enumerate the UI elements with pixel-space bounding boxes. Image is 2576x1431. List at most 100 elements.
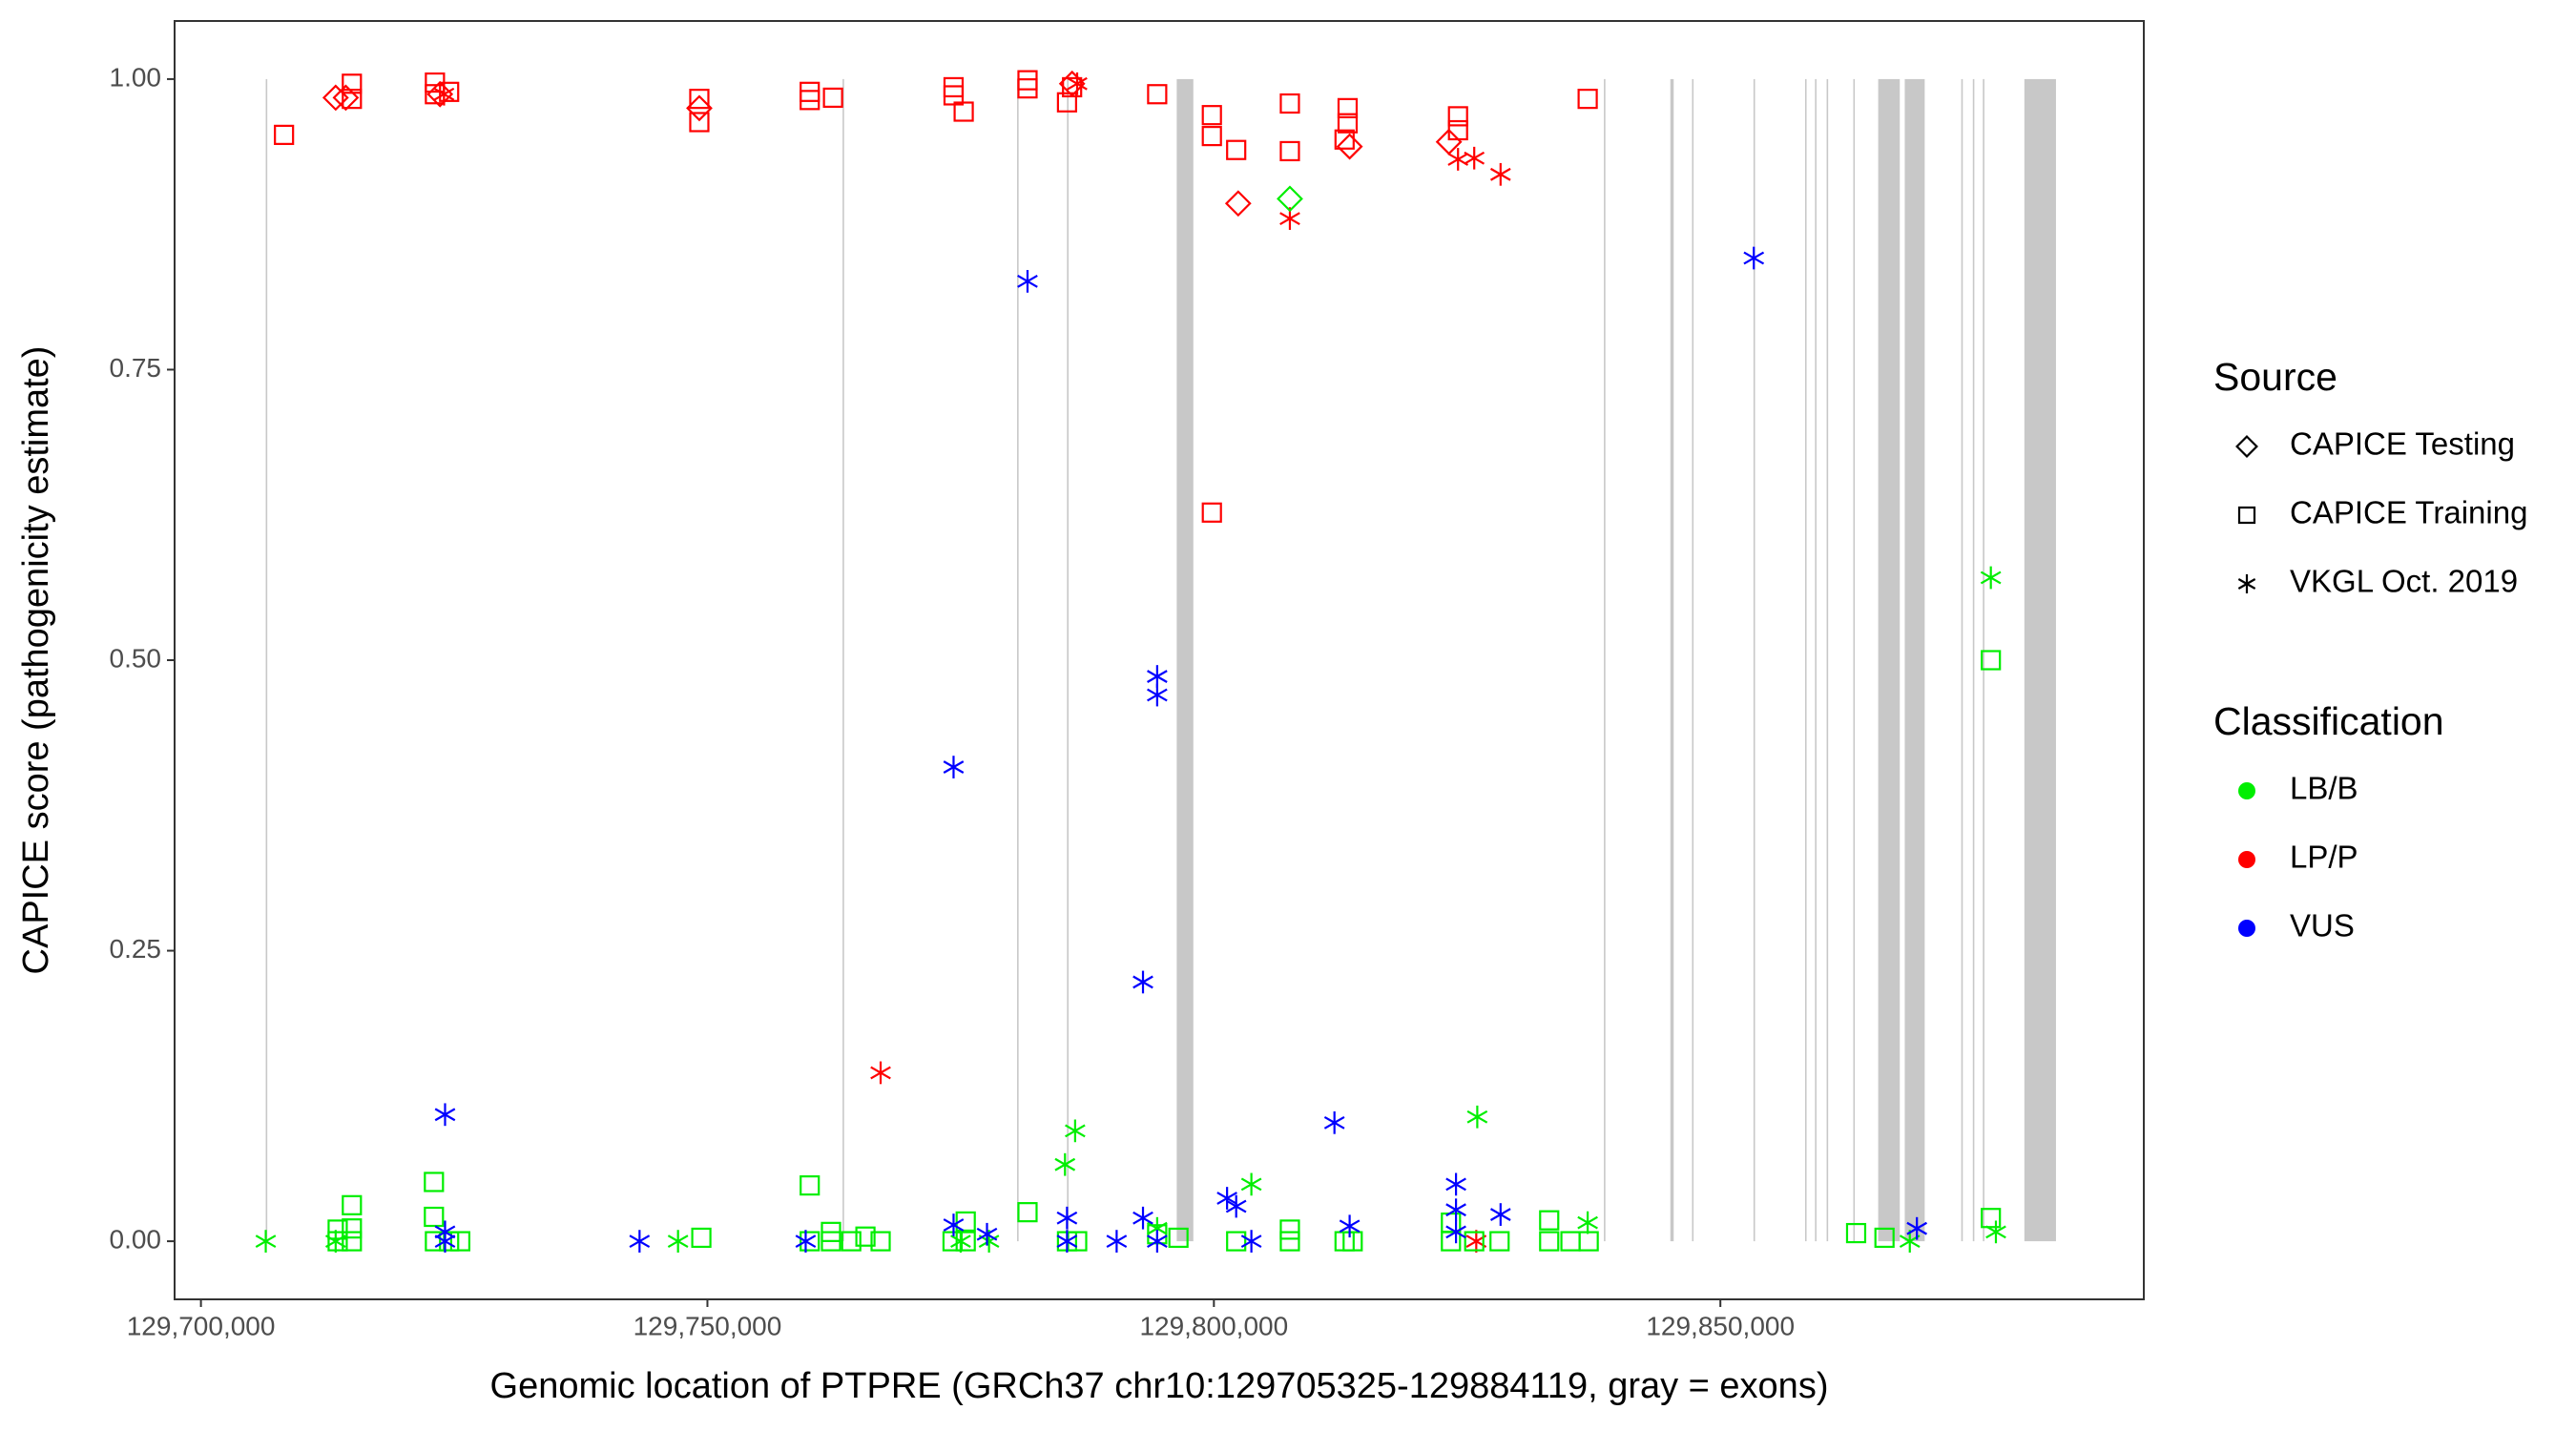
asterisk-marker [1980, 566, 2002, 590]
square-marker [1201, 126, 1222, 147]
asterisk-stroke [1489, 1208, 1511, 1221]
y-tick-label: 0.25 [110, 934, 162, 964]
asterisk-marker [1132, 1206, 1153, 1230]
y-tick-label: 0.75 [110, 353, 162, 383]
square-marker [1874, 1227, 1895, 1249]
asterisk-marker [1466, 1105, 1488, 1129]
legend-title: Classification [2213, 699, 2444, 743]
exon [1983, 78, 1984, 1242]
asterisk-marker [434, 1103, 456, 1127]
legend-title: Source [2213, 355, 2337, 399]
asterisk-marker [1445, 1198, 1466, 1222]
asterisk-marker [1147, 683, 1168, 707]
square-marker [821, 1231, 841, 1252]
asterisk-marker [1339, 1214, 1361, 1238]
asterisk-stroke [1906, 1221, 1928, 1235]
exon [1815, 78, 1817, 1242]
square-marker [689, 112, 710, 133]
y-tick-label: 1.00 [110, 62, 162, 92]
asterisk-marker [943, 1213, 965, 1236]
asterisk-marker [1106, 1230, 1128, 1253]
y-tick-label: 0.00 [110, 1224, 162, 1254]
square-marker [327, 1231, 348, 1252]
square-marker [424, 1172, 445, 1192]
asterisk-marker [1225, 1194, 1247, 1218]
legend-label: CAPICE Training [2290, 495, 2527, 530]
legend-label: VUS [2290, 908, 2355, 944]
exon [1826, 78, 1829, 1242]
asterisk-marker [1056, 1206, 1078, 1230]
exon [1604, 78, 1606, 1242]
exon [1670, 78, 1674, 1242]
asterisk-stroke [870, 1066, 891, 1080]
asterisk-marker [1743, 246, 1765, 270]
legend-label: LB/B [2290, 771, 2358, 806]
asterisk-marker [1054, 1152, 1076, 1176]
asterisk-stroke [1056, 1234, 1078, 1248]
asterisk-marker [1489, 1203, 1511, 1226]
asterisk-stroke [1132, 1211, 1153, 1225]
square-marker [1578, 1231, 1599, 1252]
asterisk-stroke [1147, 670, 1168, 683]
asterisk-marker [1464, 146, 1485, 170]
asterisk-stroke [324, 1234, 346, 1248]
x-axis-title: Genomic location of PTPRE (GRCh37 chr10:… [490, 1366, 1829, 1406]
asterisk-marker [255, 1230, 277, 1253]
square-marker [841, 1231, 862, 1252]
x-tick-label: 129,800,000 [1139, 1311, 1288, 1340]
legend-swatch [2238, 851, 2255, 868]
asterisk-marker [1577, 1211, 1598, 1234]
diamond-marker [686, 94, 713, 122]
asterisk-stroke [1445, 1225, 1466, 1239]
legend-swatch [2238, 920, 2255, 937]
square-marker [1201, 105, 1222, 126]
asterisk-marker [2237, 574, 2256, 593]
exon [1753, 78, 1755, 1242]
exon [1878, 78, 1901, 1242]
asterisk-stroke [943, 760, 965, 774]
square-marker [953, 101, 974, 122]
asterisk-marker [1017, 269, 1038, 293]
asterisk-stroke [1489, 167, 1511, 181]
asterisk-marker [1065, 1119, 1086, 1143]
asterisk-marker [1132, 970, 1153, 994]
square-marker [955, 1231, 976, 1252]
asterisk-marker [1489, 162, 1511, 186]
asterisk-stroke [1899, 1234, 1921, 1248]
diamond-marker [1336, 133, 1363, 160]
asterisk-stroke [1464, 151, 1485, 165]
square-marker [1337, 97, 1359, 118]
square-marker [1017, 78, 1038, 99]
asterisk-marker [870, 1061, 891, 1085]
square-marker [1845, 1222, 1867, 1244]
asterisk-marker [1323, 1110, 1345, 1134]
asterisk-marker [1985, 1220, 2006, 1244]
x-tick-label: 129,700,000 [127, 1311, 276, 1340]
square-marker [1226, 1231, 1247, 1252]
asterisk-stroke [950, 1234, 971, 1248]
asterisk-stroke [1240, 1177, 1262, 1192]
square-marker [1464, 1231, 1485, 1252]
asterisk-stroke [1279, 212, 1300, 225]
asterisk-stroke [1225, 1199, 1247, 1213]
asterisk-marker [1906, 1216, 1928, 1240]
exon [1972, 78, 1975, 1242]
legend-label: LP/P [2290, 840, 2358, 875]
square-marker [327, 1219, 348, 1240]
square-marker [1168, 1227, 1189, 1249]
legend-swatch [2238, 782, 2255, 799]
diamond-marker [1058, 70, 1086, 97]
square-marker [342, 89, 363, 110]
diamond-marker [426, 80, 454, 108]
asterisk-marker [1240, 1230, 1262, 1253]
asterisk-marker [1147, 1230, 1168, 1253]
asterisk-stroke [1017, 274, 1038, 288]
asterisk-marker [795, 1230, 817, 1253]
square-marker [1560, 1231, 1581, 1252]
asterisk-stroke [1106, 1234, 1128, 1248]
asterisk-stroke [434, 1108, 456, 1122]
asterisk-stroke [1466, 1110, 1488, 1124]
square-marker [424, 1206, 445, 1228]
square-marker [342, 1194, 363, 1215]
